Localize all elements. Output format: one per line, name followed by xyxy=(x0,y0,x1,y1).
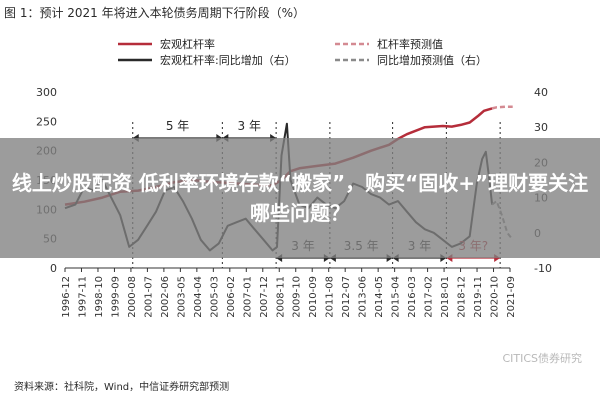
x-tick-label: 2002-06 xyxy=(160,276,171,318)
x-tick-label: 2019-11 xyxy=(473,276,484,318)
x-tick-label: 2014-05 xyxy=(374,276,385,318)
x-tick-label: 1997-11 xyxy=(77,276,88,318)
x-tick-label: 2006-02 xyxy=(226,276,237,318)
legend-label: 杠杆率预测值 xyxy=(377,37,443,51)
x-tick-label: 2007-01 xyxy=(242,276,253,318)
x-tick-label: 2009-10 xyxy=(292,276,303,318)
legend-label: 宏观杠杆率:同比增加（右） xyxy=(160,53,296,67)
x-tick-label: 1998-10 xyxy=(94,276,105,318)
x-tick-label: 2005-03 xyxy=(209,276,220,318)
figure-title: 图 1：预计 2021 年将进入本轮债务周期下行阶段（%） xyxy=(4,6,306,20)
x-tick-label: 2010-09 xyxy=(308,276,319,318)
x-tick-label: 2011-08 xyxy=(325,276,336,318)
x-tick-label: 2021-09 xyxy=(506,276,517,318)
legend-label: 同比增加预测值（右） xyxy=(377,53,487,67)
legend-label: 宏观杠杆率 xyxy=(160,37,215,51)
x-tick-label: 2000-08 xyxy=(127,276,138,318)
right-tick-label: 30 xyxy=(534,121,548,134)
x-tick-label: 2013-06 xyxy=(358,276,369,318)
x-tick-label: 2007-12 xyxy=(259,276,270,318)
right-tick-label: 40 xyxy=(534,86,548,99)
x-tick-label: 2008-11 xyxy=(275,276,286,318)
x-tick-label: 1996-12 xyxy=(61,276,72,318)
right-tick-label: -10 xyxy=(534,262,552,275)
left-tick-label: 0 xyxy=(50,262,57,275)
x-tick-label: 2015-04 xyxy=(391,276,402,318)
watermark: CITICS债券研究 xyxy=(502,352,582,365)
series-line xyxy=(491,105,513,110)
x-tick-label: 2016-03 xyxy=(407,276,418,318)
x-tick-label: 2020-10 xyxy=(490,276,501,318)
x-tick-label: 2018-01 xyxy=(440,276,451,318)
headline-banner xyxy=(0,138,600,258)
x-tick-label: 2018-12 xyxy=(457,276,468,318)
annotation-label: 5 年 xyxy=(166,119,189,133)
left-tick-label: 250 xyxy=(36,115,57,128)
x-tick-label: 2003-05 xyxy=(176,276,187,318)
left-tick-label: 300 xyxy=(36,86,57,99)
headline-text: 线上炒股配资 低利率环境存款“搬家”，购买“固收+”理财要关注哪些问题？ xyxy=(11,171,589,225)
x-tick-label: 2012-07 xyxy=(341,276,352,318)
annotation-label: 3 年 xyxy=(238,119,261,133)
x-tick-label: 2001-07 xyxy=(143,276,154,318)
x-tick-label: 2017-02 xyxy=(424,276,435,318)
source-note: 资料来源：社科院，Wind，中信证券研究部预测 xyxy=(14,382,230,393)
x-tick-label: 1999-09 xyxy=(110,276,121,318)
x-tick-label: 2004-04 xyxy=(193,276,204,318)
